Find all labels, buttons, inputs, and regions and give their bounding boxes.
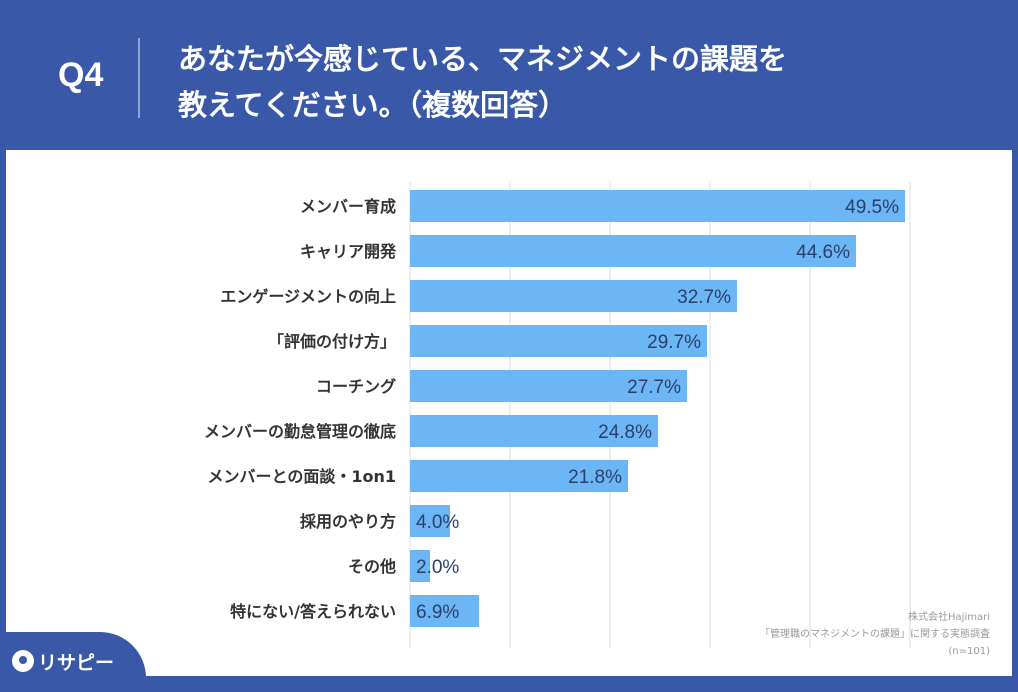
value-label: 49.5% [845,197,899,218]
bar [410,550,430,582]
value-label: 21.8% [568,467,622,488]
brand-logo: リサピー [0,632,146,692]
header-divider [138,38,140,118]
category-label: その他 [348,557,396,576]
source-survey: 「管理職のマネジメントの課題」に関する実態調査 [760,629,990,640]
category-label: メンバーとの面談・1on1 [208,467,397,486]
value-label: 24.8% [598,422,652,443]
bar [410,595,479,627]
category-label: 採用のやり方 [300,512,396,531]
value-label: 32.7% [677,287,731,308]
value-label: 2.0% [416,557,459,578]
question-number: Q4 [58,56,104,94]
bar [410,370,687,402]
bar [410,325,707,357]
location-pin-icon [12,650,34,672]
source-company: 株式会社Hajimari [908,612,990,623]
question-title: あなたが今感じている、マネジメントの課題を 教えてください。（複数回答） [178,42,788,122]
value-label: 44.6% [796,242,850,263]
category-label: コーチング [316,377,396,396]
source-note: 株式会社Hajimari 「管理職のマネジメントの課題」に関する実態調査 (n=… [760,609,990,660]
value-label: 29.7% [647,332,701,353]
category-label: キャリア開発 [300,242,397,261]
bottom-strip [0,676,1018,692]
value-label: 4.0% [416,512,459,533]
bar [410,505,450,537]
category-label: メンバー育成 [300,197,396,216]
category-label: 特にない/答えられない [230,602,396,621]
bar-chart: メンバー育成 49.5% キャリア開発 44.6% エンゲージメントの向上 32.7% 「評… [204,182,911,648]
value-label: 27.7% [627,377,681,398]
category-label: エンゲージメントの向上 [220,287,396,306]
category-label: 「評価の付け方」 [268,332,396,351]
bar [410,190,905,222]
chart-panel: メンバー育成 49.5% キャリア開発 44.6% エンゲージメントの向上 32.7% 「評… [6,150,1012,676]
value-label: 6.9% [416,602,459,623]
category-label: メンバーの勤怠管理の徹底 [204,422,396,441]
bar [410,235,856,267]
bar [410,280,737,312]
bar [410,415,658,447]
header: Q4 あなたが今感じている、マネジメントの課題を 教えてください。（複数回答） [0,0,1018,150]
bar [410,460,628,492]
logo-text: リサピー [38,652,115,674]
source-sample: (n=101) [948,646,990,657]
